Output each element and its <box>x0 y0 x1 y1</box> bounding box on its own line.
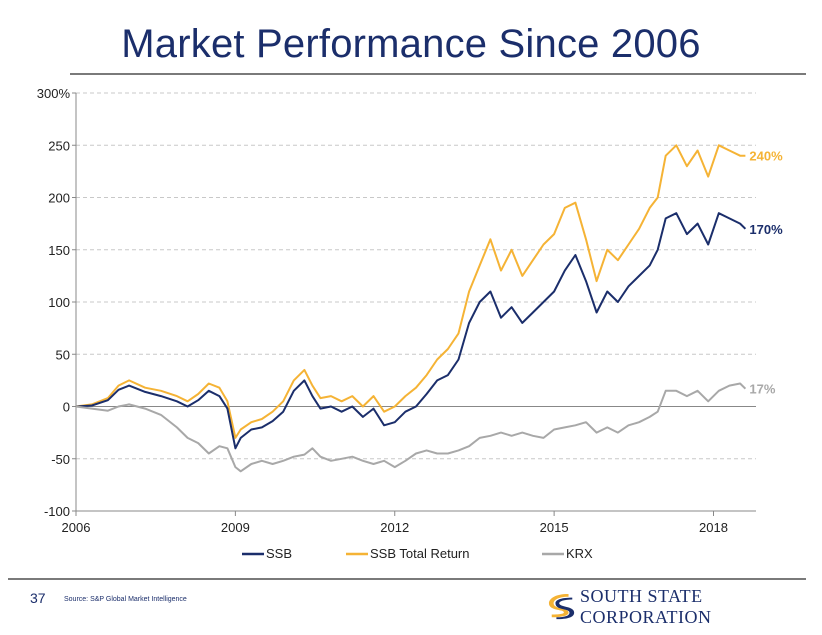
logo-mark-icon <box>548 594 575 620</box>
series-line-ssb <box>75 212 747 450</box>
legend-label-ssb-total-return: SSB Total Return <box>370 546 469 561</box>
page-title: Market Performance Since 2006 <box>121 22 701 66</box>
legend-label-ssb: SSB <box>266 546 292 561</box>
end-labels: 240% 170% 17% <box>749 149 783 397</box>
x-tick-label: 2015 <box>540 520 569 535</box>
logo-text: SOUTH STATE CORPORATION <box>580 586 712 627</box>
footer-divider <box>8 578 806 580</box>
x-tick-label: 2006 <box>62 520 91 535</box>
source-note: Source: S&P Global Market Intelligence <box>64 596 187 603</box>
series-lines <box>75 144 747 473</box>
y-tick-label: 0 <box>63 400 70 415</box>
x-tick-label: 2018 <box>699 520 728 535</box>
legend-label-krx: KRX <box>566 546 593 561</box>
x-tick-label: 2009 <box>221 520 250 535</box>
y-axis-ticks: -100 -50 0 50 100 150 200 250 300% <box>37 86 76 519</box>
y-tick-label: 300% <box>37 86 71 101</box>
company-logo: SOUTH STATE CORPORATION <box>548 586 822 628</box>
end-label-ssb-total-return: 240% <box>749 149 783 164</box>
y-tick-label: -50 <box>51 452 70 467</box>
y-tick-label: 100 <box>48 295 70 310</box>
y-tick-label: -100 <box>44 504 70 519</box>
x-tick-label: 2012 <box>380 520 409 535</box>
grid-lines <box>76 92 756 460</box>
title-divider <box>70 73 806 75</box>
legend: SSB SSB Total Return KRX <box>242 546 593 561</box>
page-number: 37 <box>30 590 46 606</box>
y-tick-label: 50 <box>56 347 70 362</box>
x-axis-ticks: 2006 2009 2012 2015 2018 <box>62 511 728 535</box>
series-line-ssb-total-return <box>75 144 746 439</box>
y-tick-label: 150 <box>48 243 70 258</box>
y-tick-label: 200 <box>48 191 70 206</box>
end-label-ssb: 170% <box>749 222 783 237</box>
y-tick-label: 250 <box>48 138 70 153</box>
series-line-krx <box>75 382 747 473</box>
end-label-krx: 17% <box>749 382 775 397</box>
